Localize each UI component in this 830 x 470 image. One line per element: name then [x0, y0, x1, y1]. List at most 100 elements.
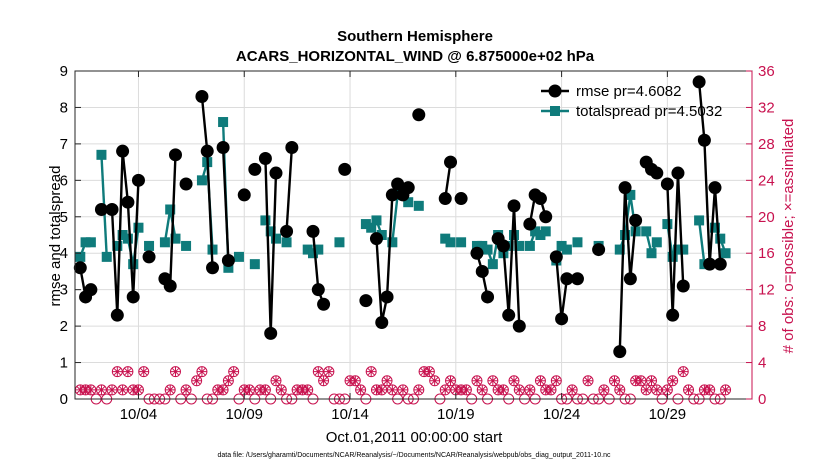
obs-assimilated-marker	[318, 375, 329, 386]
totalspread-point	[265, 226, 276, 237]
totalspread-point	[112, 240, 123, 251]
totalspread-point	[662, 219, 673, 230]
totalspread-point	[672, 244, 683, 255]
totalspread-point	[85, 237, 96, 248]
right-tick-label: 28	[758, 136, 775, 153]
obs-assimilated-marker	[635, 375, 646, 386]
totalspread-point	[720, 248, 731, 259]
rmse-point	[131, 173, 145, 187]
rmse-point	[359, 294, 373, 308]
rmse-series	[73, 75, 727, 359]
obs-assimilated-marker	[302, 384, 313, 395]
rmse-point	[618, 181, 632, 195]
totalspread-point	[646, 248, 657, 259]
obs-assimilated-marker	[524, 384, 535, 395]
rmse-point	[391, 177, 405, 191]
rmse-point	[671, 166, 685, 180]
rmse-point	[650, 166, 664, 180]
totalspread-point	[403, 197, 414, 208]
y-tick-label: 8	[60, 99, 68, 116]
legend-spread-marker	[550, 106, 560, 116]
rmse-point	[676, 279, 690, 293]
y-tick-label: 4	[60, 245, 68, 262]
rmse-point	[533, 192, 547, 206]
legend: rmse pr=4.6082 totalspread pr=4.5032	[541, 83, 722, 120]
data-file-footnote: data file: /Users/gharamti/Documents/NCA…	[217, 452, 611, 459]
obs-assimilated-marker	[117, 384, 128, 395]
obs-assimilated-marker	[583, 375, 594, 386]
obs-assimilated-marker	[720, 384, 731, 395]
totalspread-point	[694, 215, 705, 226]
totalspread-point	[561, 244, 572, 255]
rmse-point	[496, 239, 510, 253]
right-tick-label: 16	[758, 245, 775, 262]
totalspread-point	[159, 237, 170, 248]
rmse-point	[73, 261, 87, 275]
totalspread-point	[477, 240, 488, 251]
totalspread-point	[445, 237, 456, 248]
totalspread-point	[440, 233, 451, 244]
obs-assimilated-marker	[191, 375, 202, 386]
right-tick-label: 36	[758, 63, 775, 80]
y-axis-ticks: 0 1 2 3 4 5 6 7 8 9	[60, 63, 81, 408]
totalspread-point	[117, 230, 128, 240]
totalspread-point	[133, 222, 144, 233]
totalspread-point	[366, 222, 377, 233]
rmse-point	[369, 232, 383, 246]
obs-assimilated-marker	[181, 384, 192, 395]
totalspread-point	[249, 259, 260, 270]
rmse-point	[401, 181, 415, 195]
obs-assimilated-marker	[487, 375, 498, 386]
rmse-point	[216, 141, 230, 155]
obs-assimilated-marker	[667, 375, 678, 386]
x-tick-label: 10/04	[120, 406, 158, 423]
obs-assimilated-marker	[551, 375, 562, 386]
rmse-point	[105, 202, 119, 216]
obs-assimilated-marker	[678, 366, 689, 377]
x-tick-label: 10/29	[649, 406, 687, 423]
totalspread-point	[218, 117, 229, 128]
obs-assimilated-marker	[223, 375, 234, 386]
y-tick-label: 1	[60, 355, 68, 372]
obs-assimilated-marker	[244, 384, 255, 395]
obs-assimilated-marker	[445, 375, 456, 386]
right-tick-label: 12	[758, 282, 775, 299]
rmse-point	[502, 308, 516, 322]
x-axis-label: Oct.01,2011 00:00:00 start	[326, 429, 503, 446]
obs-assimilated-marker	[424, 366, 435, 377]
x-axis-ticks: 10/04 10/09 10/14 10/19 10/24 10/29	[120, 71, 686, 423]
totalspread-point	[530, 226, 541, 237]
totalspread-point	[651, 237, 662, 248]
rmse-point	[163, 279, 177, 293]
y-tick-label: 2	[60, 318, 68, 335]
x-tick-label: 10/24	[543, 406, 581, 423]
obs-assimilated-marker	[641, 384, 652, 395]
rmse-point	[94, 202, 108, 216]
rmse-point	[697, 133, 711, 147]
obs-assimilated-marker	[651, 384, 662, 395]
totalspread-point	[260, 215, 271, 226]
legend-spread-label: totalspread pr=4.5032	[576, 103, 722, 120]
obs-assimilated-marker	[397, 384, 408, 395]
chart-title: Southern Hemisphere	[337, 28, 493, 45]
totalspread-point	[233, 251, 244, 262]
totalspread-point	[667, 251, 678, 262]
totalspread-point	[387, 237, 398, 248]
totalspread-point	[313, 244, 324, 255]
right-axis-ticks: 0 4 8 12 16 20 24 28 32 36	[746, 63, 775, 408]
totalspread-point	[165, 204, 176, 215]
y-axis-label: rmse and totalspread	[47, 166, 64, 307]
rmse-point	[285, 141, 299, 155]
obs-assimilated-marker	[429, 375, 440, 386]
rmse-line	[163, 154, 177, 288]
rmse-point	[195, 90, 209, 104]
totalspread-point	[524, 240, 535, 251]
rmse-point	[116, 144, 130, 158]
obs-assimilated-marker	[138, 366, 149, 377]
rmse-point	[481, 290, 495, 304]
totalspread-point	[413, 200, 424, 211]
totalspread-point	[625, 189, 636, 200]
y-tick-label: 0	[60, 391, 68, 408]
obs-assimilated-marker	[567, 384, 578, 395]
totalspread-point	[535, 230, 546, 240]
